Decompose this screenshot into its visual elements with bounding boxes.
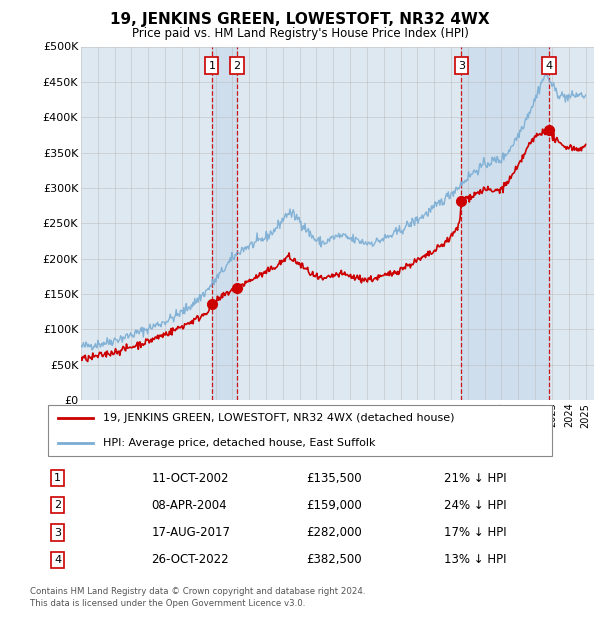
Text: £282,000: £282,000 xyxy=(306,526,362,539)
Text: 4: 4 xyxy=(545,61,553,71)
Text: HPI: Average price, detached house, East Suffolk: HPI: Average price, detached house, East… xyxy=(103,438,376,448)
Text: 19, JENKINS GREEN, LOWESTOFT, NR32 4WX: 19, JENKINS GREEN, LOWESTOFT, NR32 4WX xyxy=(110,12,490,27)
Text: 26-OCT-2022: 26-OCT-2022 xyxy=(151,554,229,566)
Text: 08-APR-2004: 08-APR-2004 xyxy=(151,499,227,511)
Bar xyxy=(212,46,237,400)
FancyBboxPatch shape xyxy=(48,405,552,456)
Text: 11-OCT-2002: 11-OCT-2002 xyxy=(151,472,229,484)
Text: Contains HM Land Registry data © Crown copyright and database right 2024.: Contains HM Land Registry data © Crown c… xyxy=(30,587,365,596)
Text: 3: 3 xyxy=(458,61,465,71)
Text: £382,500: £382,500 xyxy=(306,554,362,566)
Text: 24% ↓ HPI: 24% ↓ HPI xyxy=(444,499,506,511)
Bar xyxy=(461,46,549,400)
Text: 2: 2 xyxy=(54,500,61,510)
Text: 17% ↓ HPI: 17% ↓ HPI xyxy=(444,526,506,539)
Text: £159,000: £159,000 xyxy=(306,499,362,511)
Text: 3: 3 xyxy=(54,528,61,538)
Text: 21% ↓ HPI: 21% ↓ HPI xyxy=(444,472,506,484)
Text: 19, JENKINS GREEN, LOWESTOFT, NR32 4WX (detached house): 19, JENKINS GREEN, LOWESTOFT, NR32 4WX (… xyxy=(103,412,455,423)
Text: £135,500: £135,500 xyxy=(306,472,362,484)
Text: Price paid vs. HM Land Registry's House Price Index (HPI): Price paid vs. HM Land Registry's House … xyxy=(131,27,469,40)
Text: 4: 4 xyxy=(54,555,61,565)
Text: 1: 1 xyxy=(208,61,215,71)
Text: 2: 2 xyxy=(233,61,241,71)
Text: 13% ↓ HPI: 13% ↓ HPI xyxy=(444,554,506,566)
Text: This data is licensed under the Open Government Licence v3.0.: This data is licensed under the Open Gov… xyxy=(30,598,305,608)
Text: 17-AUG-2017: 17-AUG-2017 xyxy=(151,526,230,539)
Text: 1: 1 xyxy=(54,473,61,483)
